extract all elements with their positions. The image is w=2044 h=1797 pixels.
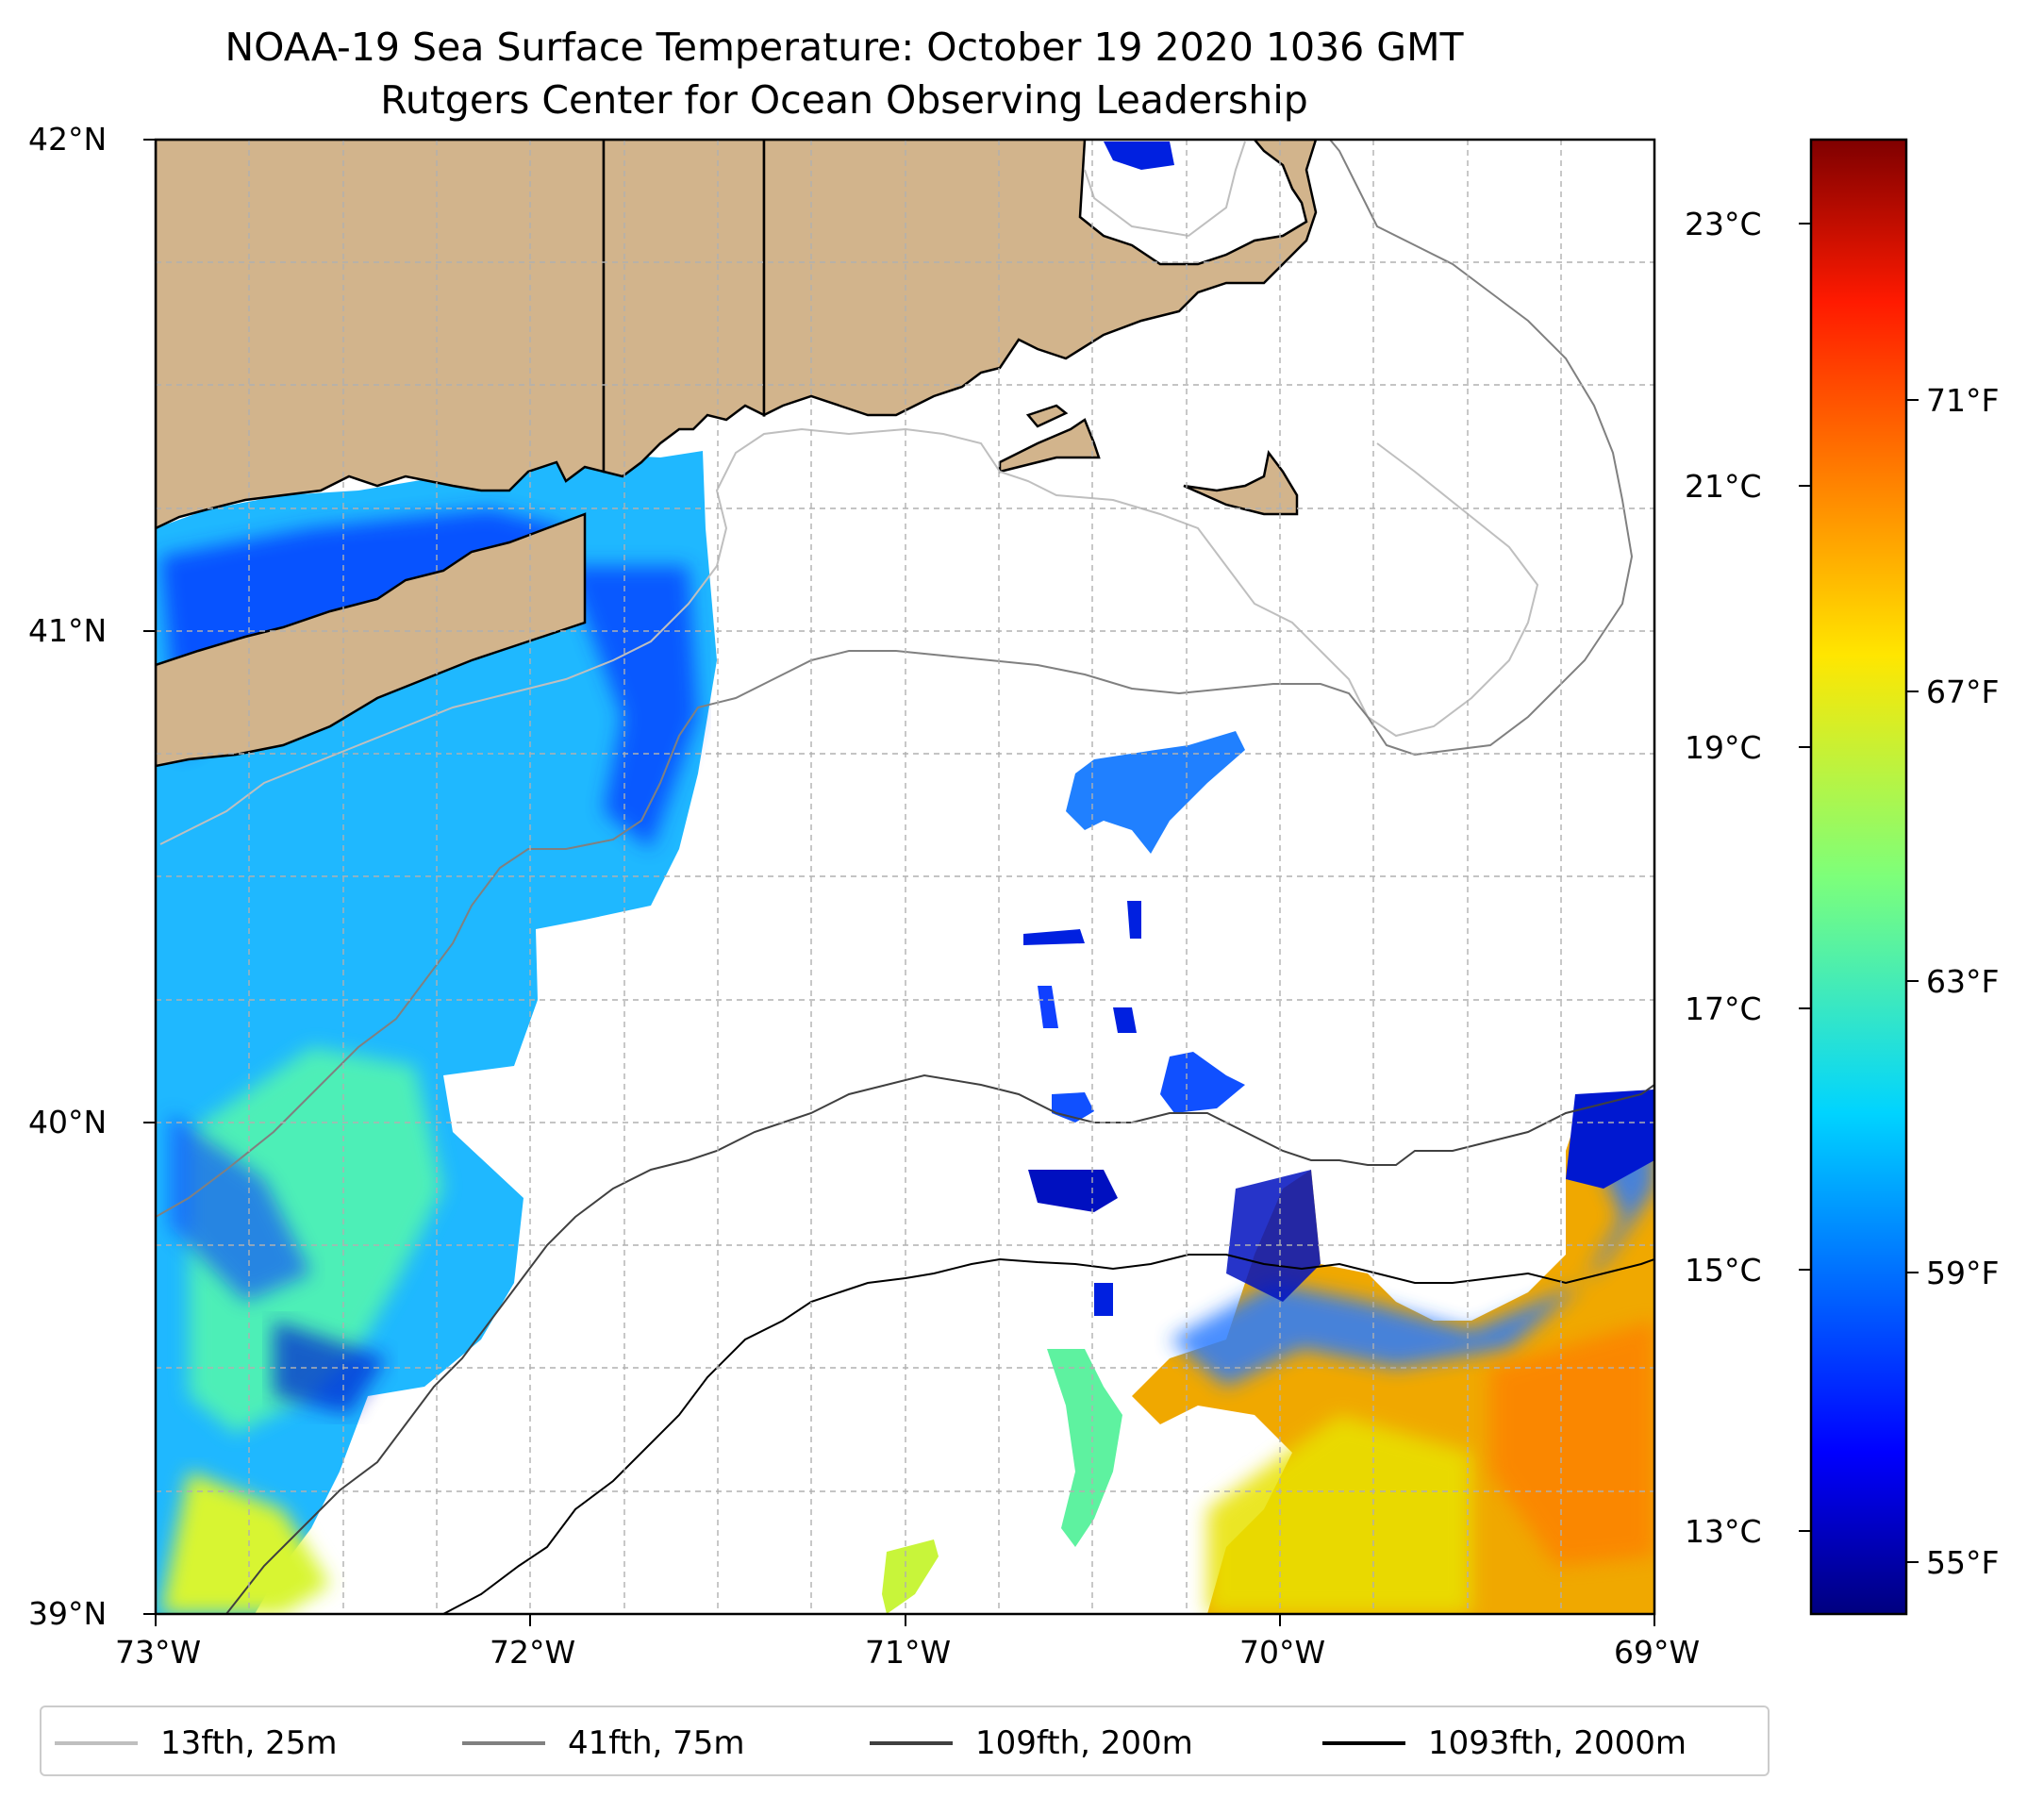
isobath-2000m — [442, 1254, 1654, 1614]
sst-patch-mid8 — [1028, 1170, 1118, 1212]
sst-patch-small — [1094, 1283, 1113, 1316]
land-nantucket — [1183, 450, 1299, 516]
legend: 13fth, 25m 41fth, 75m 109fth, 200m 1093f… — [40, 1705, 1770, 1776]
y-tick-label: 41°N — [28, 612, 108, 649]
legend-line-200m — [870, 1740, 953, 1745]
sst-patch-cyan — [1047, 1349, 1122, 1547]
legend-entry-75m: 41fth, 75m — [462, 1707, 745, 1778]
legend-label: 13fth, 25m — [160, 1723, 338, 1762]
x-tick-label: 69°W — [1614, 1634, 1701, 1671]
x-tick-label: 73°W — [115, 1634, 202, 1671]
legend-line-2000m — [1322, 1740, 1405, 1745]
sst-southeast-cold2 — [1566, 1090, 1654, 1189]
x-tick-label: 71°W — [865, 1634, 952, 1671]
axis-ticks — [143, 139, 1655, 1626]
land-islands-small — [1025, 404, 1069, 428]
land-long-island — [156, 512, 587, 768]
x-tick-label: 70°W — [1239, 1634, 1326, 1671]
sst-patch-mid3 — [1127, 901, 1141, 939]
legend-label: 1093fth, 2000m — [1428, 1723, 1687, 1762]
sst-southeast-orange — [1490, 1321, 1654, 1566]
colorbar-fahrenheit-label: 63°F — [1926, 963, 2000, 1000]
legend-line-25m — [55, 1740, 138, 1745]
land-mainland — [156, 140, 606, 530]
colorbar — [1799, 138, 1919, 1616]
sst-west-yellow — [160, 1472, 330, 1614]
sst-patch-green — [882, 1539, 939, 1614]
isobath-25m-b — [1084, 141, 1246, 238]
y-tick-label: 40°N — [28, 1104, 108, 1140]
legend-entry-200m: 109fth, 200m — [870, 1707, 1193, 1778]
land-marthas-vineyard — [998, 418, 1101, 474]
sst-patch-mid6 — [1160, 1052, 1245, 1113]
sst-patch-mid1 — [1066, 731, 1245, 854]
y-tick-label: 42°N — [28, 121, 108, 158]
legend-label: 41fth, 75m — [568, 1723, 745, 1762]
colorbar-celsius-label: 19°C — [1685, 729, 1762, 766]
chart-subtitle: Rutgers Center for Ocean Observing Leade… — [380, 77, 1308, 123]
colorbar-celsius-label: 23°C — [1685, 206, 1762, 242]
sst-southeast-front — [1170, 1113, 1654, 1387]
colorbar-fahrenheit-label: 67°F — [1926, 674, 2000, 710]
sst-patch-mid5 — [1113, 1007, 1137, 1033]
sst-patch-mid4 — [1038, 986, 1058, 1028]
land-massachusetts — [762, 140, 1318, 418]
gridlines — [156, 140, 1654, 1614]
x-tick-label: 72°W — [490, 1634, 576, 1671]
legend-entry-2000m: 1093fth, 2000m — [1322, 1707, 1687, 1778]
sst-southeast-yellow — [1207, 1415, 1471, 1614]
colorbar-gradient — [1809, 138, 1908, 1616]
legend-line-75m — [462, 1740, 545, 1745]
legend-label: 109fth, 200m — [975, 1723, 1193, 1762]
colorbar-fahrenheit-label: 71°F — [1926, 382, 2000, 419]
land-layer — [156, 140, 1318, 768]
colorbar-celsius-label: 13°C — [1685, 1513, 1762, 1550]
isobath-75m — [156, 140, 1634, 1218]
colorbar-fahrenheit-label: 55°F — [1926, 1544, 2000, 1581]
sst-west-cold2 — [566, 566, 698, 849]
isobath-layer — [156, 140, 1654, 1614]
colorbar-celsius-label: 17°C — [1685, 990, 1762, 1027]
colorbar-celsius-label: 21°C — [1685, 468, 1762, 505]
sst-west-cold3 — [170, 1113, 311, 1302]
isobath-200m — [225, 1073, 1654, 1614]
sst-patch-mid2 — [1023, 929, 1085, 945]
map-panel — [156, 140, 1654, 1614]
isobath-25m — [159, 427, 1539, 845]
colorbar-ticks — [1799, 223, 1919, 1563]
colorbar-fahrenheit-label: 59°F — [1926, 1255, 2000, 1291]
y-tick-label: 39°N — [28, 1595, 108, 1632]
sst-west-cold4 — [274, 1321, 387, 1415]
colorbar-celsius-label: 15°C — [1685, 1252, 1762, 1289]
sst-patch-north — [1104, 141, 1174, 170]
legend-entry-25m: 13fth, 25m — [55, 1707, 338, 1778]
sst-west-warm — [189, 1047, 443, 1434]
chart-title: NOAA-19 Sea Surface Temperature: October… — [224, 25, 1464, 70]
